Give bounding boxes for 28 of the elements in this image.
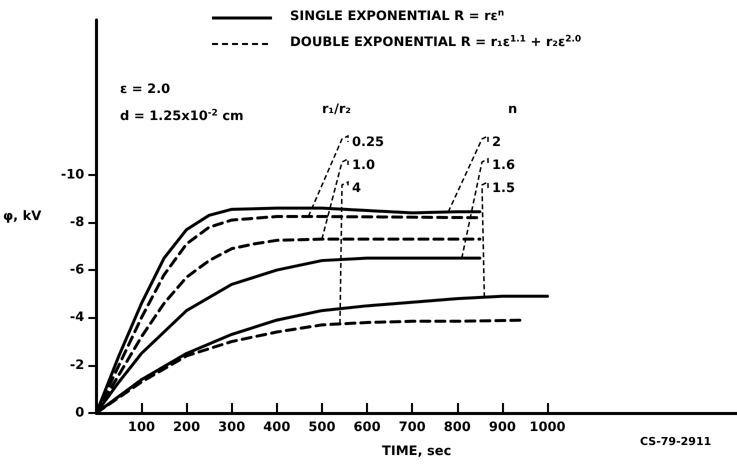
y-axis-title: φ, kV <box>2 209 42 224</box>
x-axis-title: TIME, sec <box>382 444 452 459</box>
text: CS-79-2911 <box>640 435 712 448</box>
x-tick-label: 400 <box>263 420 290 435</box>
x-tick-label: 100 <box>128 420 156 435</box>
y-tick-label: -10 <box>60 167 84 182</box>
x-tick-label: 900 <box>488 420 516 435</box>
annotation: n <box>508 102 518 117</box>
text: 4 <box>352 181 362 196</box>
x-tick-label: 1000 <box>529 420 566 435</box>
x-tick-label: 700 <box>398 420 426 435</box>
y-tick-label: -6 <box>70 262 84 278</box>
text: 2 <box>492 135 502 150</box>
y-tick-label: -8 <box>70 214 84 230</box>
text: 1.5 <box>492 181 516 196</box>
text: 1.6 <box>492 158 516 173</box>
text: 0.25 <box>352 135 384 150</box>
y-tick-label: -2 <box>70 358 84 373</box>
x-tick-label: 600 <box>353 420 381 435</box>
x-tick-label: 800 <box>444 420 471 435</box>
x-tick-label: 200 <box>173 420 200 435</box>
x-tick-label: 300 <box>218 420 246 435</box>
text: 1.0 <box>352 158 376 173</box>
annotation: ε = 2.0 <box>120 82 170 97</box>
annotation: r₁/r₂ <box>322 102 351 117</box>
y-tick-label: 0 <box>75 406 84 420</box>
x-tick-label: 500 <box>308 420 336 435</box>
y-tick-label: -4 <box>70 310 84 326</box>
